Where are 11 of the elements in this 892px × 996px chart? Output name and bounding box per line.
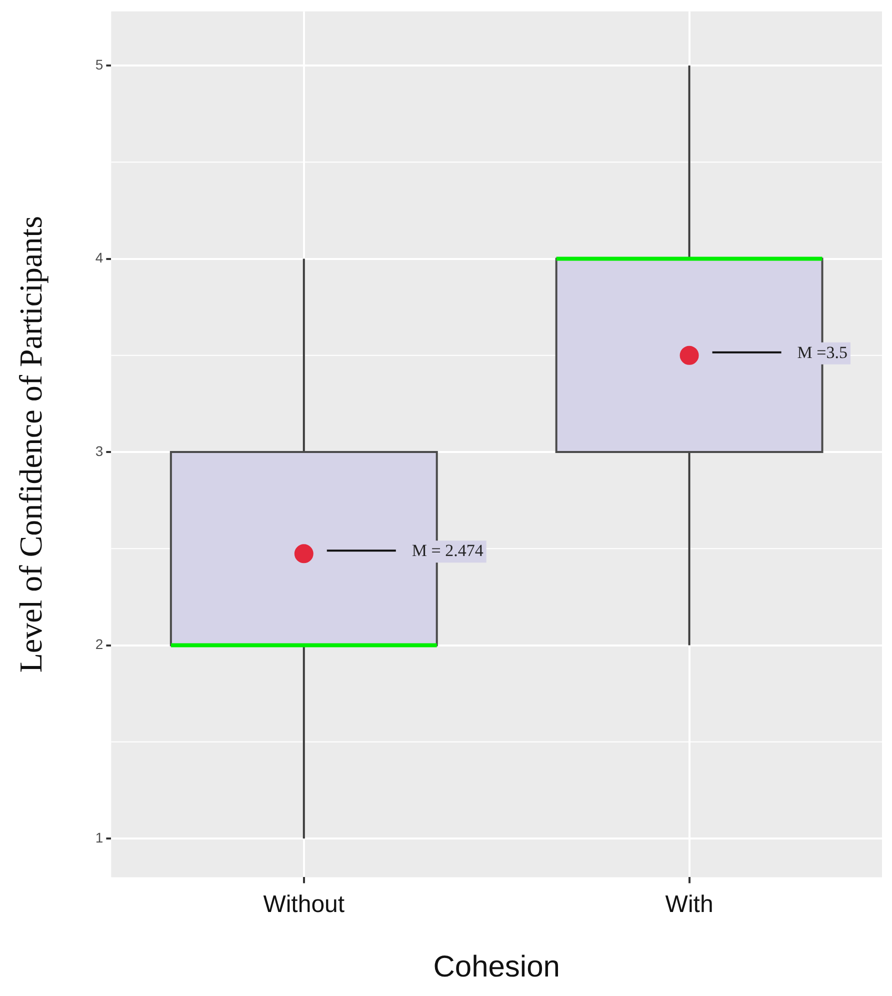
y-tick-label: 2 bbox=[95, 636, 104, 652]
annotation: M =3.5 bbox=[797, 342, 848, 362]
y-tick-label: 4 bbox=[95, 250, 104, 266]
annotation: M = 2.474 bbox=[412, 541, 484, 560]
x-tick-label: With bbox=[665, 891, 714, 918]
y-tick-label: 5 bbox=[95, 56, 104, 72]
y-tick-label: 1 bbox=[95, 829, 104, 846]
x-axis-title: Cohesion bbox=[433, 950, 560, 984]
y-axis-title: Level of Confidence of Participants bbox=[12, 216, 49, 673]
x-tick-label: Without bbox=[263, 891, 345, 918]
y-tick-label: 3 bbox=[95, 442, 104, 459]
